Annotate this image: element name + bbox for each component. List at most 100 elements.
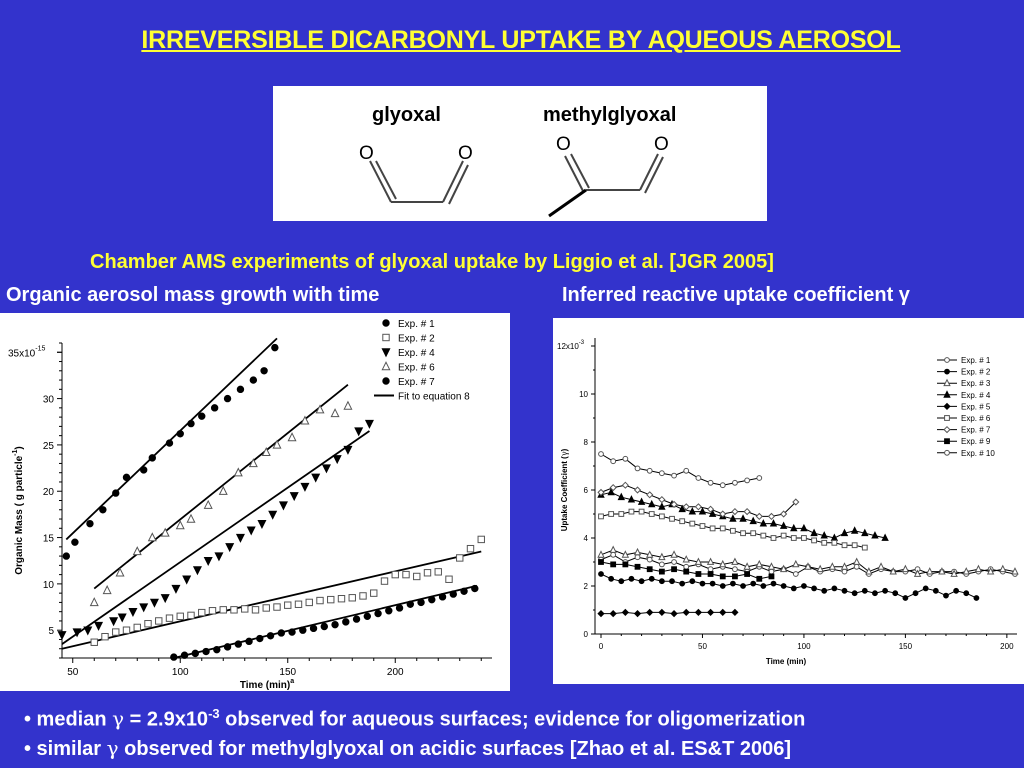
data-point <box>607 487 615 496</box>
data-point <box>792 498 800 506</box>
legend-label: Exp. # 4 <box>398 348 435 359</box>
series-5 <box>170 584 479 661</box>
legend-marker <box>944 449 950 456</box>
data-point <box>466 544 475 553</box>
y-axis-label: Uptake Coefficient (γ) <box>560 448 569 531</box>
data-point <box>872 590 878 597</box>
data-point <box>300 482 310 492</box>
legend-marker <box>943 402 951 411</box>
data-point <box>170 653 178 661</box>
data-point <box>249 376 258 384</box>
x-tick-label: 200 <box>1000 642 1014 651</box>
data-point <box>986 567 995 575</box>
y-exponent-label: 12x10-3 <box>557 340 585 351</box>
data-point <box>877 562 885 570</box>
data-point <box>963 590 970 597</box>
data-point <box>730 580 736 587</box>
data-point <box>192 566 202 576</box>
data-point <box>359 592 367 600</box>
data-point <box>646 608 654 617</box>
data-point <box>235 533 245 543</box>
data-point <box>821 539 828 546</box>
data-point <box>182 575 192 585</box>
legend-marker <box>944 368 950 375</box>
glyoxal-o-left: O <box>359 143 374 164</box>
data-point <box>364 419 374 429</box>
data-point <box>122 473 131 482</box>
y-tick-label: 2 <box>584 582 589 591</box>
data-point <box>132 546 142 556</box>
data-point <box>198 412 206 420</box>
data-point <box>790 585 797 592</box>
series-2 <box>90 535 485 646</box>
data-point <box>962 567 970 575</box>
data-point <box>768 568 775 575</box>
y-tick-label: 20 <box>43 487 55 498</box>
data-point <box>241 605 249 613</box>
data-point <box>363 612 371 621</box>
data-point <box>246 526 256 536</box>
data-point <box>780 532 787 539</box>
data-point <box>646 467 653 474</box>
bullet-1-post: observed for aqueous surfaces; evidence … <box>219 708 806 731</box>
data-point <box>198 608 206 617</box>
data-point <box>598 571 604 577</box>
legend-marker <box>382 377 390 385</box>
data-point <box>670 500 678 509</box>
data-point <box>171 584 181 594</box>
data-point <box>72 628 82 638</box>
data-point <box>732 566 738 573</box>
data-point <box>634 465 641 472</box>
data-point <box>973 595 980 601</box>
data-point <box>230 606 238 614</box>
data-point <box>800 523 808 532</box>
data-point <box>610 458 617 465</box>
series-3 <box>597 545 1019 577</box>
data-point <box>892 590 899 597</box>
data-point <box>628 508 635 515</box>
data-point <box>203 499 213 509</box>
data-point <box>337 595 346 603</box>
data-point <box>598 559 604 565</box>
data-point <box>342 618 350 626</box>
bullet-2-text: observed for methylglyoxal on acidic sur… <box>118 737 792 760</box>
data-point <box>780 510 788 518</box>
data-point <box>272 439 282 449</box>
data-point <box>332 455 342 465</box>
legend-label: Exp. # 2 <box>961 368 991 377</box>
data-point <box>609 483 617 492</box>
data-point <box>621 550 630 558</box>
data-point <box>438 593 447 601</box>
data-point <box>245 637 253 646</box>
data-point <box>423 569 432 577</box>
series-5 <box>597 608 739 618</box>
data-point <box>699 523 706 529</box>
data-point <box>139 603 149 613</box>
data-point <box>792 559 800 568</box>
data-point <box>759 519 768 527</box>
data-point <box>688 507 697 515</box>
data-point <box>669 578 675 585</box>
data-point <box>882 587 888 594</box>
data-point <box>756 575 763 582</box>
legend-label: Exp. # 7 <box>961 426 991 435</box>
data-point <box>770 580 777 587</box>
data-point <box>271 343 279 352</box>
legend-marker <box>944 438 950 445</box>
data-point <box>731 507 739 516</box>
data-point <box>278 501 288 511</box>
data-point <box>729 514 737 522</box>
bullet-2: • similar γ observed for methylglyoxal o… <box>24 734 805 763</box>
x-tick-label: 200 <box>387 667 404 678</box>
data-point <box>709 525 716 532</box>
data-point <box>633 609 642 618</box>
data-point <box>155 617 163 625</box>
data-point <box>756 475 763 481</box>
data-point <box>320 622 328 631</box>
data-point <box>133 623 141 632</box>
data-point <box>840 562 849 570</box>
data-point <box>804 562 812 570</box>
data-point <box>634 554 641 561</box>
data-point <box>618 511 625 517</box>
data-point <box>719 525 726 532</box>
